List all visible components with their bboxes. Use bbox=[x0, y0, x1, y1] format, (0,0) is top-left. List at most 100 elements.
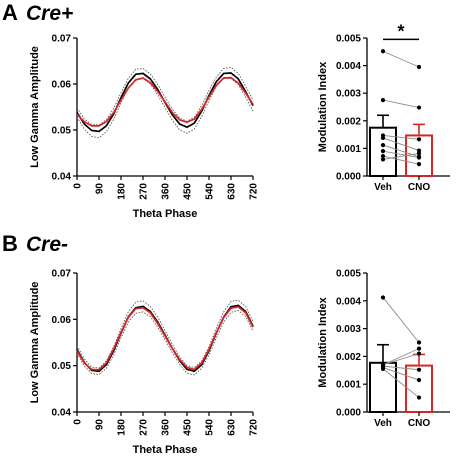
paired-line bbox=[382, 50, 420, 68]
paired-line bbox=[382, 365, 420, 371]
x-tick-label: 360 bbox=[161, 419, 172, 436]
cno-data-point bbox=[416, 377, 422, 383]
x-tick-label: 180 bbox=[117, 419, 128, 436]
paired-line bbox=[382, 155, 420, 165]
x-tick-label: CNO bbox=[408, 418, 430, 429]
panel-a-modulation-bar-chart: 0.000 0.001 0.002 0.003 0.004 0.005 Modulation… bbox=[317, 21, 450, 193]
paired-line bbox=[382, 137, 420, 152]
y-tick-label: 0.000 bbox=[336, 172, 361, 183]
x-tick-label: 450 bbox=[183, 183, 194, 200]
x-tick-label: 540 bbox=[205, 419, 216, 436]
y-axis-label: Low Gamma Amplitude bbox=[29, 282, 41, 404]
veh-data-point bbox=[380, 154, 386, 159]
x-tick-label: 540 bbox=[205, 183, 216, 200]
veh-data-point bbox=[380, 98, 386, 103]
panel-b-waveform-chart: 0.04 0.05 0.06 0.07 0 90 180 270 360 450 540 630 720… bbox=[29, 269, 260, 457]
y-tick-label: 0.04 bbox=[52, 172, 72, 183]
paired-line bbox=[382, 297, 420, 343]
veh-data-point bbox=[380, 49, 386, 54]
x-tick-label: Veh bbox=[374, 418, 392, 429]
veh-data-point bbox=[380, 135, 386, 141]
x-tick-label: 720 bbox=[249, 183, 260, 200]
y-tick-label: 0.002 bbox=[336, 116, 361, 127]
veh-data-point bbox=[380, 142, 386, 148]
x-axis-label: Theta Phase bbox=[133, 444, 198, 456]
veh-data-point bbox=[380, 362, 386, 367]
cno-data-point bbox=[416, 367, 422, 372]
y-axis-label: Modulation Index bbox=[317, 296, 329, 387]
y-axis-label: Modulation Index bbox=[317, 61, 329, 152]
x-tick-label: CNO bbox=[408, 182, 430, 193]
cno-data-point bbox=[416, 162, 422, 167]
x-tick-label: 450 bbox=[183, 419, 194, 436]
y-tick-label: 0.002 bbox=[336, 352, 361, 363]
cno-mean-line bbox=[76, 76, 254, 127]
cno-data-point bbox=[416, 340, 422, 345]
significance-star: * bbox=[397, 21, 404, 41]
x-axis-label: Theta Phase bbox=[133, 208, 198, 220]
panel-b-genotype: Cre- bbox=[26, 233, 68, 256]
panel-a: A Cre+ 0.04 0.05 0.06 0.07 0 90 180 270 360 450 54… bbox=[2, 0, 450, 220]
y-tick-label: 0.003 bbox=[336, 324, 361, 335]
cno-data-point bbox=[416, 351, 422, 356]
paired-line bbox=[382, 348, 420, 366]
y-tick-label: 0.005 bbox=[336, 269, 361, 280]
cno-data-point bbox=[416, 395, 422, 400]
y-tick-label: 0.05 bbox=[52, 361, 72, 372]
x-tick-label: 0 bbox=[73, 183, 84, 189]
panel-a-waveform-chart: 0.04 0.05 0.06 0.07 0 90 180 270 360 450 540 630 720… bbox=[29, 34, 260, 221]
paired-line bbox=[382, 353, 420, 366]
x-tick-label: 270 bbox=[139, 419, 150, 436]
cno-data-point bbox=[416, 151, 422, 156]
x-tick-label: 90 bbox=[95, 419, 106, 431]
y-tick-label: 0.004 bbox=[336, 61, 361, 72]
y-tick-label: 0.005 bbox=[336, 34, 361, 45]
veh-data-point bbox=[380, 149, 386, 154]
paired-line bbox=[382, 368, 420, 398]
cno-bar bbox=[405, 364, 433, 414]
panel-b-letter: B bbox=[2, 231, 18, 256]
y-tick-label: 0.001 bbox=[336, 380, 361, 391]
y-tick-label: 0.05 bbox=[52, 126, 72, 137]
veh-data-point bbox=[380, 366, 386, 372]
y-axis-label: Low Gamma Amplitude bbox=[29, 46, 41, 168]
cno-data-point bbox=[416, 105, 422, 110]
y-tick-label: 0.04 bbox=[52, 408, 72, 419]
paired-line bbox=[382, 367, 420, 381]
panel-b-modulation-bar-chart: 0.000 0.001 0.002 0.003 0.004 0.005 Modulation… bbox=[317, 269, 450, 429]
y-tick-label: 0.06 bbox=[52, 315, 72, 326]
cno-mean-line bbox=[76, 305, 254, 371]
x-tick-label: 630 bbox=[227, 183, 238, 200]
paired-line bbox=[382, 144, 420, 158]
cno-data-point bbox=[416, 155, 422, 160]
error-bound-line bbox=[76, 66, 254, 126]
cno-data-point bbox=[416, 346, 422, 351]
error-bound-line bbox=[76, 299, 254, 369]
error-bound-line bbox=[76, 310, 254, 376]
x-tick-label: 360 bbox=[161, 183, 172, 200]
cno-data-point bbox=[416, 64, 422, 70]
paired-line bbox=[382, 150, 420, 158]
veh-data-point bbox=[380, 157, 386, 162]
veh-mean-line bbox=[76, 304, 254, 373]
x-tick-label: 90 bbox=[95, 183, 106, 195]
x-tick-label: 180 bbox=[117, 183, 128, 200]
y-tick-label: 0.07 bbox=[52, 269, 72, 280]
y-tick-label: 0.06 bbox=[52, 80, 72, 91]
y-tick-label: 0.003 bbox=[336, 89, 361, 100]
x-tick-label: 630 bbox=[227, 419, 238, 436]
paired-line bbox=[382, 152, 420, 160]
x-tick-label: Veh bbox=[374, 182, 392, 193]
paired-line bbox=[382, 99, 420, 108]
panel-a-genotype: Cre+ bbox=[26, 2, 73, 25]
panel-a-letter: A bbox=[2, 0, 18, 25]
paired-line bbox=[382, 134, 420, 140]
y-tick-label: 0.07 bbox=[52, 34, 72, 45]
y-tick-label: 0.001 bbox=[336, 144, 361, 155]
x-tick-label: 720 bbox=[249, 419, 260, 436]
veh-data-point bbox=[380, 295, 386, 300]
y-tick-label: 0.004 bbox=[336, 296, 361, 307]
cno-data-point bbox=[416, 137, 422, 142]
y-tick-label: 0.000 bbox=[336, 408, 361, 419]
